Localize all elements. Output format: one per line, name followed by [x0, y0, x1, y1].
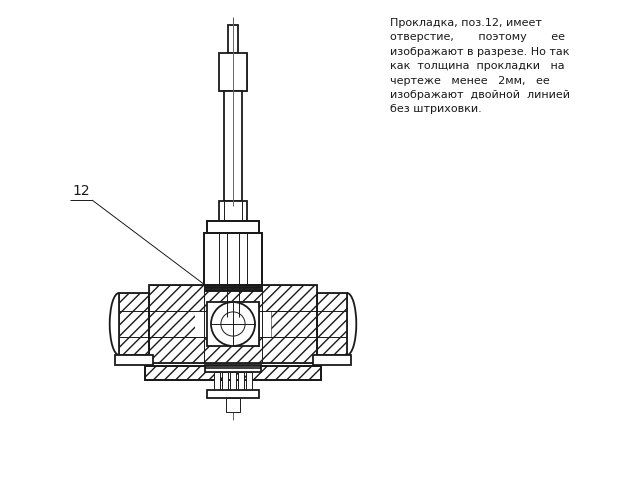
Bar	[317, 293, 347, 355]
Text: Прокладка, поз.12, имеет
отверстие,       поэтому       ее
изображают в разрезе.: Прокладка, поз.12, имеет отверстие, поэт…	[390, 18, 570, 114]
Bar	[247, 221, 259, 233]
Bar	[317, 293, 347, 355]
Bar	[207, 302, 259, 346]
Bar	[246, 372, 252, 390]
Bar	[149, 285, 317, 311]
Bar	[226, 398, 240, 412]
Bar	[119, 293, 149, 355]
Bar	[149, 311, 195, 337]
Bar	[149, 285, 317, 363]
Bar	[207, 221, 219, 233]
Bar	[247, 233, 262, 285]
Bar	[207, 302, 216, 346]
Bar	[207, 390, 259, 398]
Bar	[251, 302, 259, 346]
Bar	[271, 311, 317, 337]
Bar	[207, 221, 259, 233]
Bar	[313, 355, 351, 365]
Bar	[219, 201, 247, 221]
Bar	[224, 91, 242, 201]
Bar	[149, 337, 317, 363]
Bar	[238, 372, 244, 390]
Circle shape	[211, 302, 255, 346]
Bar	[228, 25, 238, 53]
Bar	[195, 311, 271, 337]
Bar	[251, 302, 259, 346]
Bar	[119, 293, 149, 355]
Bar	[219, 53, 247, 91]
Bar	[204, 233, 219, 285]
Bar	[145, 366, 321, 380]
Bar	[204, 233, 262, 285]
Bar	[207, 221, 219, 233]
Bar	[317, 293, 347, 355]
Bar	[207, 302, 216, 346]
Text: 12: 12	[72, 184, 90, 198]
Bar	[204, 233, 219, 285]
Bar	[145, 366, 321, 380]
Bar	[219, 53, 247, 91]
Bar	[119, 293, 149, 355]
Bar	[149, 337, 317, 363]
Bar	[149, 311, 195, 337]
Bar	[115, 355, 153, 365]
Bar	[149, 285, 317, 311]
Bar	[222, 372, 228, 390]
Bar	[247, 233, 262, 285]
Bar	[207, 221, 259, 233]
Bar	[204, 233, 262, 285]
Bar	[205, 365, 261, 372]
Bar	[145, 366, 321, 380]
Bar	[230, 372, 236, 390]
Bar	[214, 372, 220, 390]
Bar	[271, 311, 317, 337]
Bar	[247, 221, 259, 233]
